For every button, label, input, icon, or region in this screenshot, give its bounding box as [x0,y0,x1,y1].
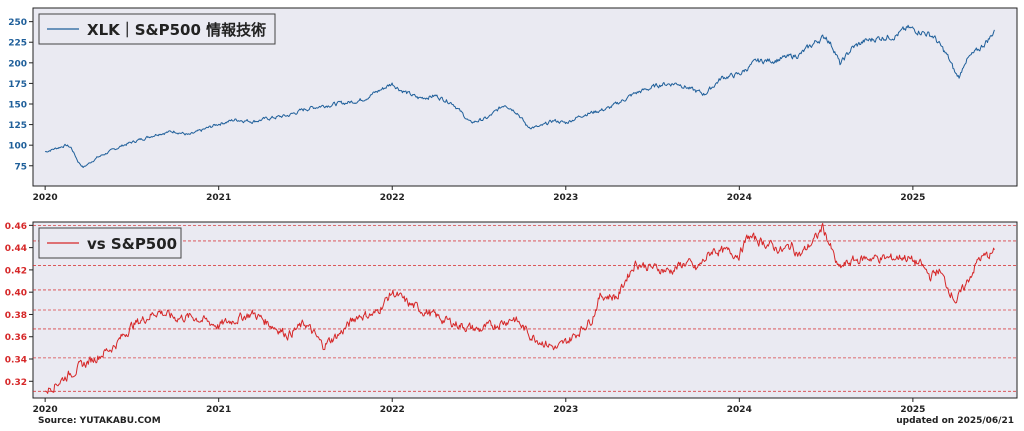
x-tick-label: 2022 [380,405,405,415]
y-tick-label: 0.40 [5,289,27,299]
source-credit: Source: YUTAKABU.COM [38,416,161,426]
y-tick-label: 0.42 [5,266,27,276]
x-tick-label: 2025 [900,405,925,415]
panel-1: 75 100 125 150 175 200 225 250 2020 2021 2022 2023 2… [8,7,1018,203]
y-tick-label: 250 [8,18,27,28]
y-tick-label: 0.38 [5,311,27,321]
y-tick-label: 100 [8,142,27,152]
x-tick-label: 2023 [553,405,578,415]
x-tick-label: 2020 [33,193,58,203]
y-tick-label: 225 [8,39,27,49]
y-tick-label: 0.44 [5,244,27,254]
legend-label: vs S&P500 [87,235,177,253]
x-tick-label: 2020 [33,405,58,415]
y-tick-label: 150 [8,101,27,111]
x-tick-label: 2022 [380,193,405,203]
y-tick-label: 75 [14,162,27,172]
y-tick-label: 0.32 [5,378,27,388]
y-tick-label: 0.36 [5,333,27,343]
series-line [45,222,995,394]
y-tick-label: 200 [8,59,27,69]
panel-2: 0.32 0.34 0.36 0.38 0.40 0.42 0.44 0.46 2020 2021… [5,221,1018,415]
y-tick-label: 125 [8,121,27,131]
series-line [44,24,995,168]
x-tick-label: 2024 [727,405,752,415]
updated-date: updated on 2025/06/21 [896,416,1014,426]
x-tick-label: 2023 [553,193,578,203]
legend: vs S&P500 [38,227,182,259]
legend: XLK｜S&P500 情報技術 [38,13,276,45]
y-tick-label: 0.34 [5,356,27,366]
x-tick-label: 2021 [206,193,231,203]
y-tick-label: 175 [8,80,27,90]
x-tick-label: 2021 [206,405,231,415]
y-tick-label: 0.46 [5,222,27,232]
x-tick-label: 2025 [900,193,925,203]
x-tick-label: 2024 [727,193,752,203]
legend-label: XLK｜S&P500 情報技術 [87,21,266,39]
